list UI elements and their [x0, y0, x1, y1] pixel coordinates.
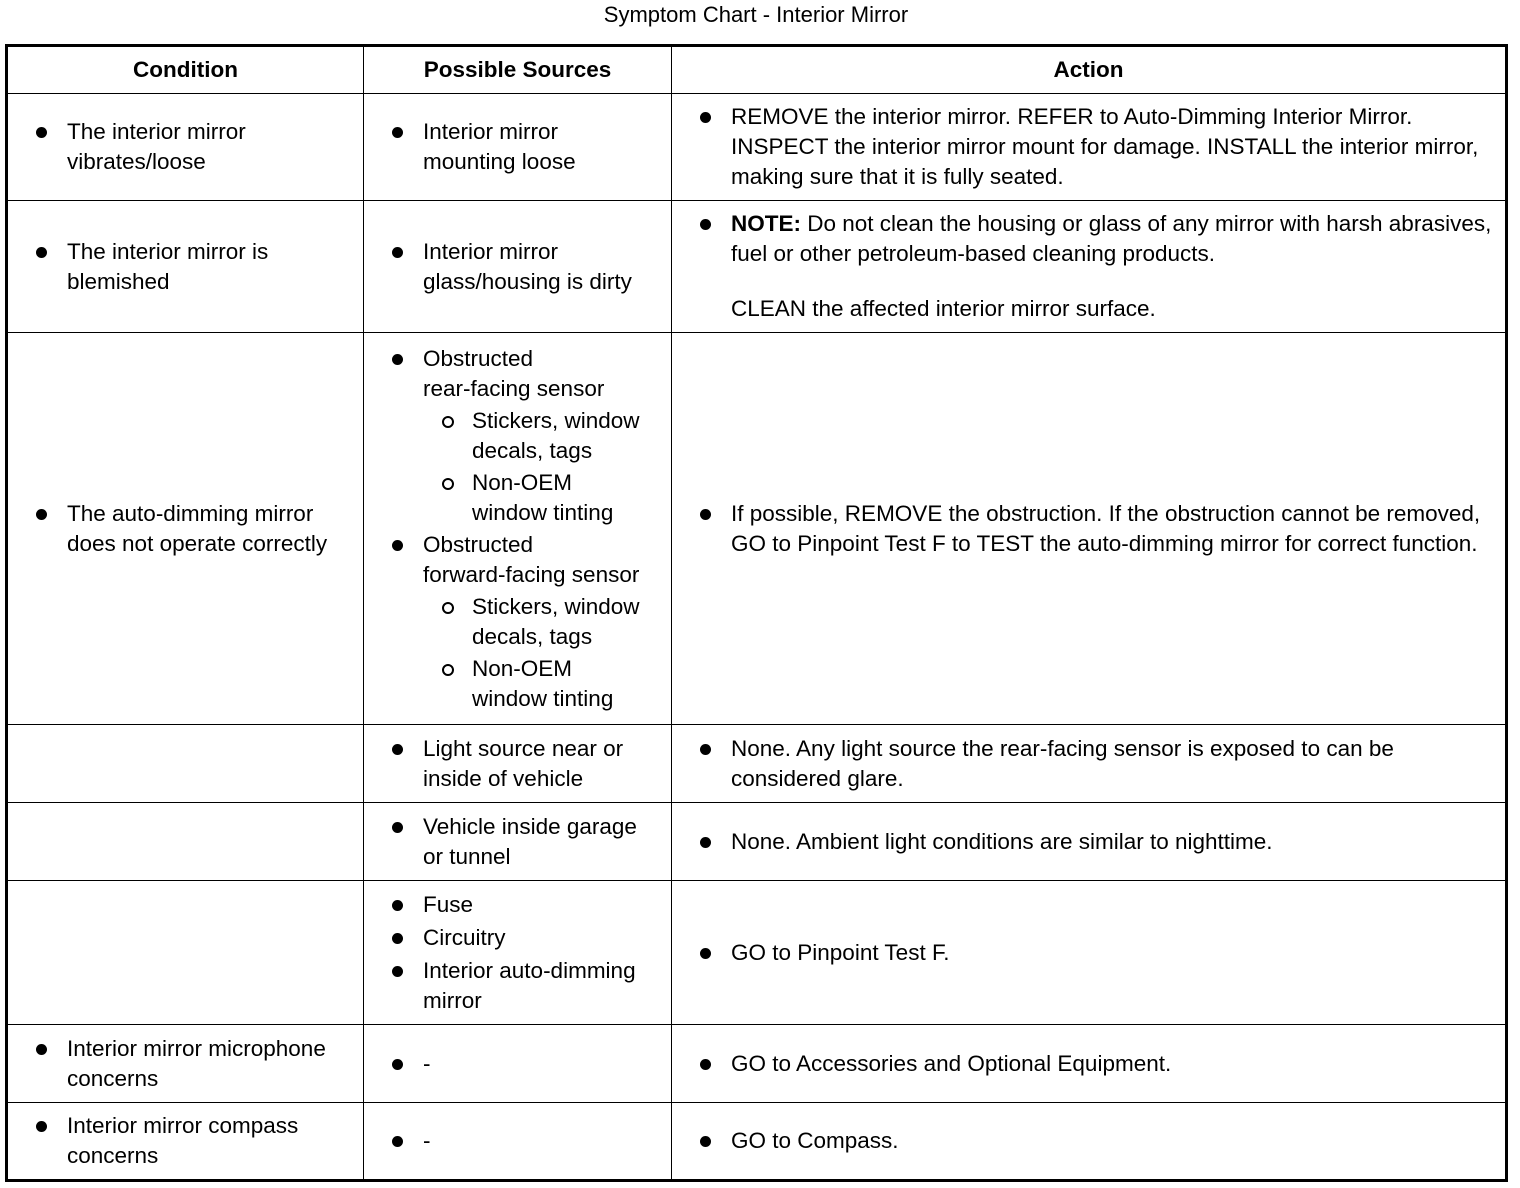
header-sources: Possible Sources: [363, 45, 672, 94]
action-item: GO to Compass.: [672, 1126, 1499, 1156]
source-item: Light source near or inside of vehicle: [364, 734, 665, 794]
source-item: Vehicle inside garage or tunnel: [364, 812, 665, 872]
table-row: Light source near or inside of vehicle No…: [6, 724, 1507, 803]
source-item: Circuitry: [364, 923, 665, 953]
action-item: REMOVE the interior mirror. REFER to Aut…: [672, 102, 1499, 192]
source-subitem: Non-OEM window tinting: [364, 654, 665, 714]
source-item: Obstructed forward-facing sensor: [364, 530, 665, 590]
table-row: The auto-dimming mirror does not operate …: [6, 332, 1507, 725]
action-item: If possible, REMOVE the obstruction. If …: [672, 499, 1499, 559]
action-item: None. Any light source the rear-facing s…: [672, 734, 1499, 794]
header-row: Condition Possible Sources Action: [6, 45, 1507, 94]
condition-item: The auto-dimming mirror does not operate …: [8, 499, 357, 559]
header-action: Action: [671, 45, 1507, 94]
source-item: Interior mirror glass/housing is dirty: [364, 237, 665, 297]
table-row: The interior mirror is blemished Interior…: [6, 200, 1507, 333]
header-condition: Condition: [6, 45, 364, 94]
source-item: Obstructed rear-facing sensor: [364, 344, 665, 404]
action-text: CLEAN the affected interior mirror surfa…: [731, 296, 1156, 321]
symptom-table: Condition Possible Sources Action The in…: [5, 44, 1508, 1182]
source-subitem: Non-OEM window tinting: [364, 468, 665, 528]
table-row: Interior mirror microphone concerns - GO …: [6, 1024, 1507, 1103]
source-subitem: Stickers, window decals, tags: [364, 406, 665, 466]
table-row: Fuse Circuitry Interior auto-dimming mirr…: [6, 880, 1507, 1025]
source-item: Interior auto-dimming mirror: [364, 956, 665, 1016]
source-item: Fuse: [364, 890, 665, 920]
note-item: NOTE: Do not clean the housing or glass …: [672, 209, 1499, 269]
action-item: None. Ambient light conditions are simil…: [672, 827, 1499, 857]
condition-item: Interior mirror compass concerns: [8, 1111, 357, 1171]
table-row: The interior mirror vibrates/loose Interi…: [6, 93, 1507, 201]
table-row: Interior mirror compass concerns - GO to …: [6, 1102, 1507, 1181]
condition-item: Interior mirror microphone concerns: [8, 1034, 357, 1094]
source-item: -: [364, 1049, 665, 1079]
action-item: GO to Accessories and Optional Equipment…: [672, 1049, 1499, 1079]
action-item: GO to Pinpoint Test F.: [672, 938, 1499, 968]
source-item: Interior mirror mounting loose: [364, 117, 665, 177]
table-row: Vehicle inside garage or tunnel None. Amb…: [6, 802, 1507, 881]
source-item: -: [364, 1126, 665, 1156]
condition-item: The interior mirror vibrates/loose: [8, 117, 357, 177]
source-subitem: Stickers, window decals, tags: [364, 592, 665, 652]
condition-item: The interior mirror is blemished: [8, 237, 357, 297]
chart-title: Symptom Chart - Interior Mirror: [603, 2, 909, 27]
